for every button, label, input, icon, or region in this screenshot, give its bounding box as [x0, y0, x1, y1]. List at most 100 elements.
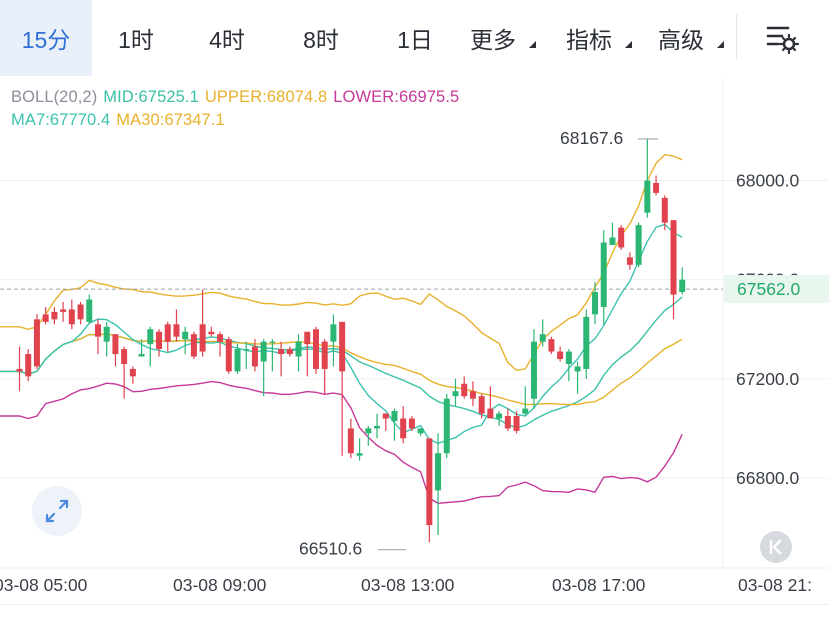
candle-body: [295, 341, 302, 357]
boll-lower-line: [0, 380, 683, 505]
x-tick-label: 03-08 17:00: [552, 575, 646, 595]
candle-body: [557, 351, 564, 359]
candle-body: [435, 453, 442, 491]
candle-body: [530, 341, 537, 399]
boll-mid-value: MID:67525.1: [103, 88, 199, 106]
candle-body: [147, 329, 154, 345]
candle-body: [173, 324, 180, 337]
x-tick-label: 03-08 05:00: [0, 575, 88, 595]
candle-body: [86, 299, 93, 322]
candle-body: [539, 334, 546, 342]
tab-1d[interactable]: 1日: [383, 0, 447, 76]
boll-upper-value: UPPER:68074.8: [204, 88, 328, 106]
candle-body: [600, 242, 607, 307]
tab-more[interactable]: 更多: [470, 0, 536, 76]
candle-body: [312, 329, 319, 369]
candle-body: [33, 319, 40, 367]
candle-body: [670, 220, 677, 295]
candle-body: [618, 227, 625, 248]
ma30-value: MA30:67347.1: [116, 111, 225, 129]
candle-body: [60, 309, 67, 312]
candle-body: [251, 346, 258, 367]
candle-body: [565, 351, 572, 364]
tab-label: 指标: [566, 27, 612, 53]
x-tick-label: 03-08 21:: [738, 575, 812, 595]
candle-body: [374, 425, 381, 429]
current-price-tag-bg: [724, 275, 829, 304]
dropdown-triangle-icon: [625, 41, 632, 48]
candle-body: [25, 354, 32, 377]
candle-body: [208, 331, 215, 335]
candle-body: [461, 383, 468, 397]
x-tick-label: 03-08 09:00: [173, 575, 267, 595]
ma30-line: [0, 333, 683, 406]
candle-body: [609, 237, 616, 245]
candle-body: [443, 398, 450, 454]
candle-body: [487, 408, 494, 419]
tab-indicators[interactable]: 指标: [566, 0, 632, 76]
candle-body: [51, 311, 58, 320]
tab-label: 1日: [397, 27, 433, 53]
candle-body: [583, 316, 590, 369]
candle-body: [452, 391, 459, 397]
indicator-lines: [0, 153, 723, 505]
candle-body: [478, 396, 485, 414]
axis-labels: 68000.067600.067200.066800.067562.068167…: [0, 128, 829, 595]
candle-body: [469, 391, 476, 399]
candle-body: [400, 418, 407, 439]
skip-back-icon: [769, 539, 782, 555]
candle-body: [513, 416, 520, 431]
candle-body: [77, 304, 84, 320]
candle-body: [16, 368, 23, 372]
ma7-line: [0, 223, 683, 445]
ma7-value: MA7:67770.4: [11, 111, 111, 129]
tab-15m[interactable]: 15分: [0, 0, 92, 76]
timeframe-tabbar: 15分 1时 4时 8时 1日 更多 指标 高级: [0, 0, 829, 78]
candle-body: [190, 334, 197, 357]
candle-body: [164, 324, 171, 342]
chart-settings-icon: [766, 26, 800, 55]
candle-body: [156, 331, 163, 350]
candle-body: [121, 349, 128, 364]
tab-1h[interactable]: 1时: [104, 0, 168, 76]
candle-body: [548, 339, 555, 352]
candle-body: [94, 324, 101, 337]
candle-body: [129, 368, 136, 377]
candle-body: [661, 197, 668, 223]
candle-body: [391, 411, 398, 421]
tab-label: 8时: [303, 27, 339, 53]
candle-body: [103, 326, 110, 342]
boll-lower-value: LOWER:66975.5: [333, 88, 460, 106]
dropdown-triangle-icon: [529, 41, 536, 48]
tab-advanced[interactable]: 高级: [658, 0, 724, 76]
candle-body: [330, 324, 337, 342]
x-tick-label: 03-08 13:00: [361, 575, 455, 595]
tab-label: 高级: [658, 27, 704, 53]
bottom-divider: [0, 604, 829, 605]
y-tick-label: 68000.0: [736, 171, 800, 191]
candle-body: [286, 349, 293, 355]
candle-body: [653, 182, 660, 193]
expand-arrows-icon: [45, 499, 69, 523]
fullscreen-button[interactable]: [32, 486, 82, 536]
candle-body: [679, 279, 686, 293]
candle-body: [304, 331, 311, 345]
candle-body: [112, 334, 119, 355]
tab-8h[interactable]: 8时: [289, 0, 353, 76]
candle-body: [504, 416, 511, 429]
boll-label: BOLL(20,2): [11, 88, 98, 106]
tab-label: 4时: [209, 27, 245, 53]
chart-settings-button[interactable]: [742, 0, 829, 76]
candle-body: [626, 257, 633, 265]
tabbar-divider: [736, 14, 737, 60]
jump-to-latest-button[interactable]: [760, 531, 792, 563]
tab-label: 1时: [118, 27, 154, 53]
candle-body: [339, 321, 346, 372]
candle-body: [217, 334, 224, 342]
tab-4h[interactable]: 4时: [195, 0, 259, 76]
y-tick-label: 66800.0: [736, 468, 800, 488]
candle-body: [234, 349, 241, 372]
candle-body: [182, 331, 189, 340]
high-price-label: 68167.6: [560, 128, 623, 148]
